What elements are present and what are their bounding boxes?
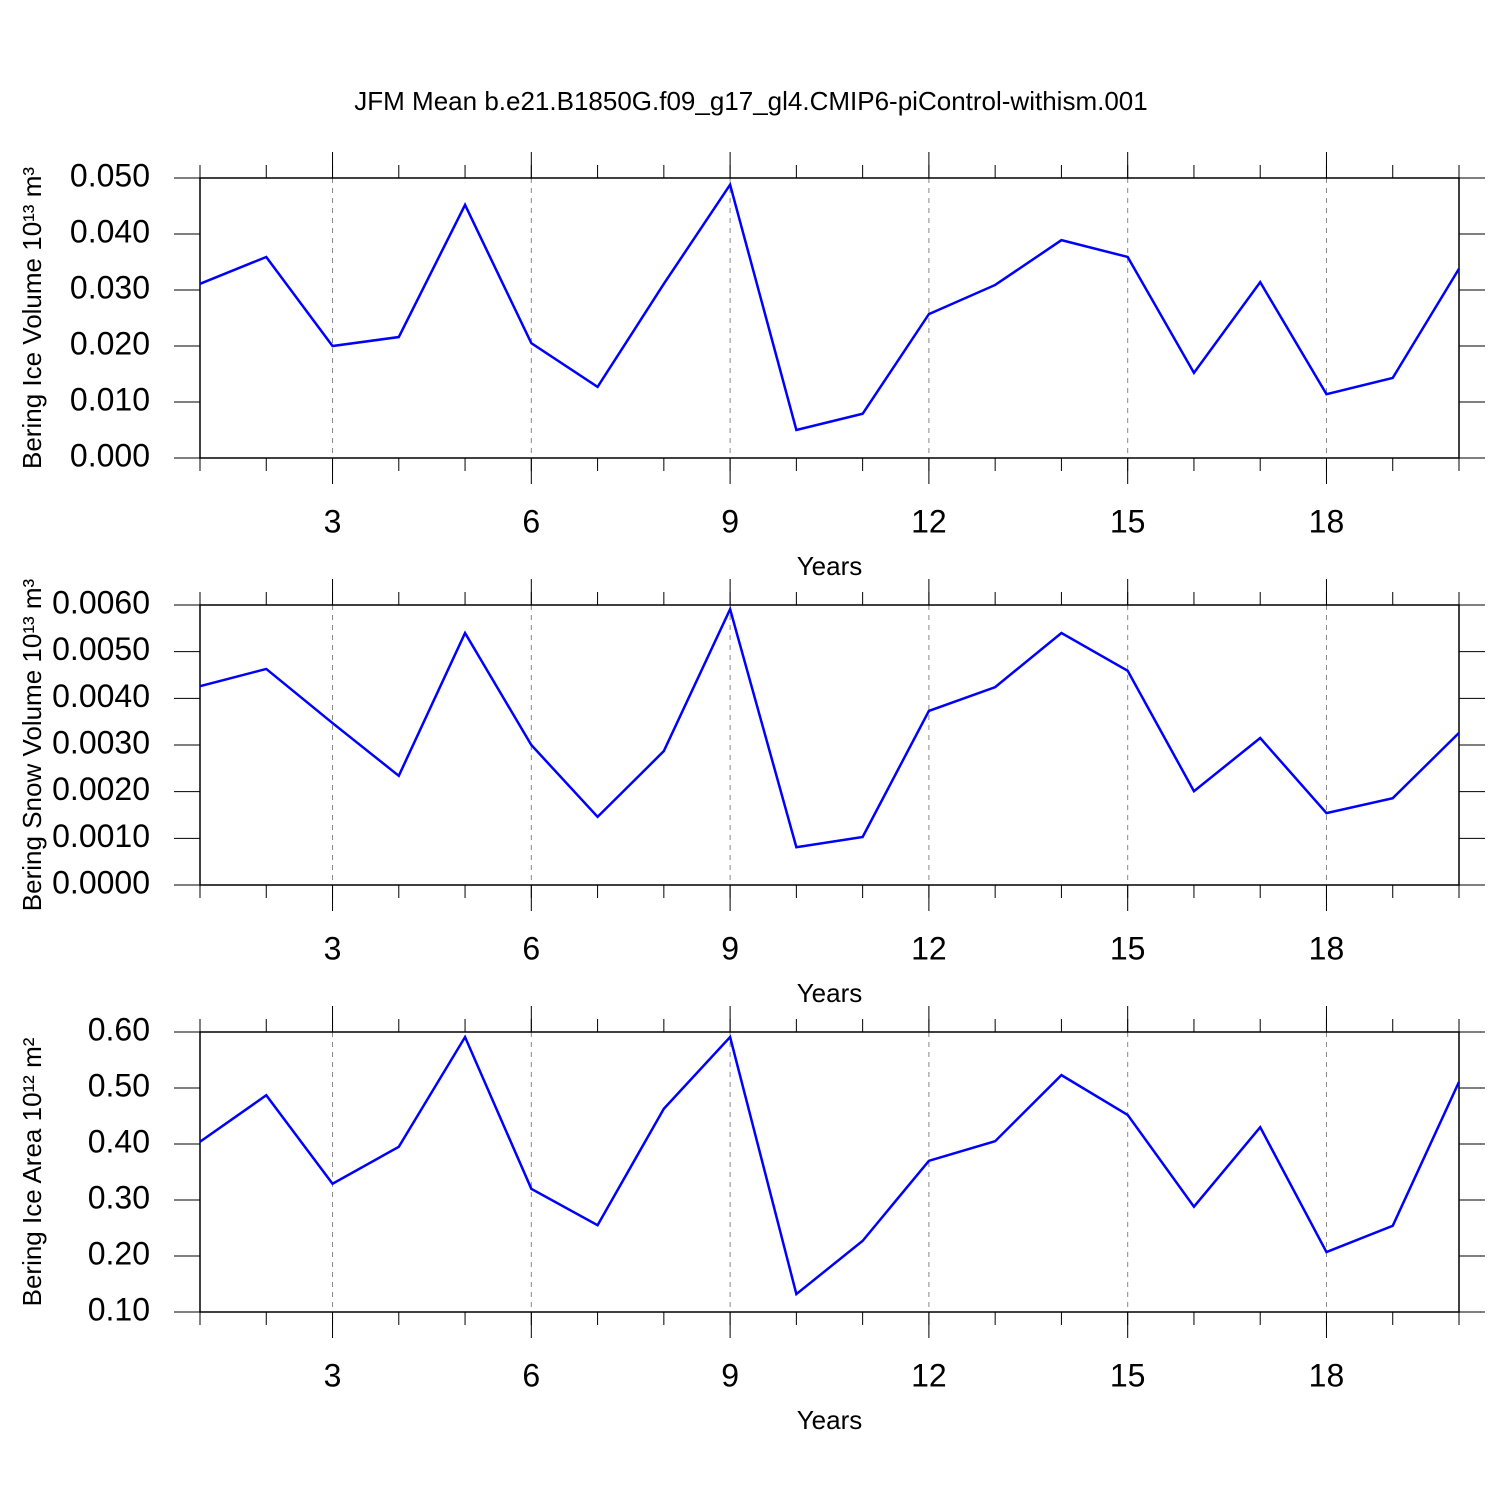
data-line: [199, 181, 1461, 432]
plot-frame: [199, 604, 1460, 886]
data-line: [199, 605, 1460, 849]
y-tick-label: 0.0000: [52, 864, 150, 900]
y-tick-label: 0.30: [88, 1179, 150, 1215]
y-tick-label: 0.0030: [52, 724, 150, 760]
y-tick-label: 0.0040: [52, 678, 150, 714]
x-axis-label: Years: [797, 1405, 863, 1435]
y-tick-label: 0.000: [70, 437, 150, 473]
y-axis-label: Bering Snow Volume 10¹³ m³: [17, 578, 47, 911]
y-tick-label: 0.40: [88, 1123, 150, 1159]
y-tick-label: 0.030: [70, 269, 150, 305]
x-axis-label: Years: [797, 978, 863, 1008]
y-axis-label: Bering Ice Area 10¹² m²: [17, 1037, 47, 1306]
x-axis-label: Years: [797, 551, 863, 581]
x-tick-label: 15: [1110, 503, 1146, 539]
chart-title: JFM Mean b.e21.B1850G.f09_g17_gl4.CMIP6-…: [354, 86, 1147, 116]
plot-frame: [199, 1031, 1460, 1313]
x-tick-label: 9: [721, 930, 739, 966]
y-tick-label: 0.020: [70, 325, 150, 361]
y-tick-label: 0.50: [88, 1067, 150, 1103]
x-tick-label: 18: [1309, 930, 1345, 966]
y-tick-label: 0.050: [70, 157, 150, 193]
data-line: [199, 1034, 1461, 1297]
y-tick-label: 0.0060: [52, 584, 150, 620]
x-tick-label: 6: [522, 1357, 540, 1393]
x-tick-label: 18: [1309, 1357, 1345, 1393]
y-tick-label: 0.010: [70, 381, 150, 417]
x-tick-label: 12: [911, 1357, 947, 1393]
x-tick-label: 3: [324, 930, 342, 966]
y-tick-label: 0.0050: [52, 631, 150, 667]
x-tick-label: 12: [911, 503, 947, 539]
y-tick-label: 0.0010: [52, 818, 150, 854]
y-tick-label: 0.0020: [52, 771, 150, 807]
x-tick-label: 12: [911, 930, 947, 966]
x-tick-label: 15: [1110, 930, 1146, 966]
y-axis-label: Bering Ice Volume 10¹³ m³: [17, 167, 47, 469]
x-tick-label: 6: [522, 503, 540, 539]
y-tick-label: 0.10: [88, 1291, 150, 1327]
x-tick-label: 3: [324, 1357, 342, 1393]
x-tick-label: 6: [522, 930, 540, 966]
x-tick-label: 15: [1110, 1357, 1146, 1393]
x-tick-label: 3: [324, 503, 342, 539]
y-tick-label: 0.20: [88, 1235, 150, 1271]
plot-frame: [199, 177, 1460, 459]
x-tick-label: 18: [1309, 503, 1345, 539]
x-tick-label: 9: [721, 1357, 739, 1393]
y-tick-label: 0.60: [88, 1011, 150, 1047]
y-tick-label: 0.040: [70, 213, 150, 249]
x-tick-label: 9: [721, 503, 739, 539]
